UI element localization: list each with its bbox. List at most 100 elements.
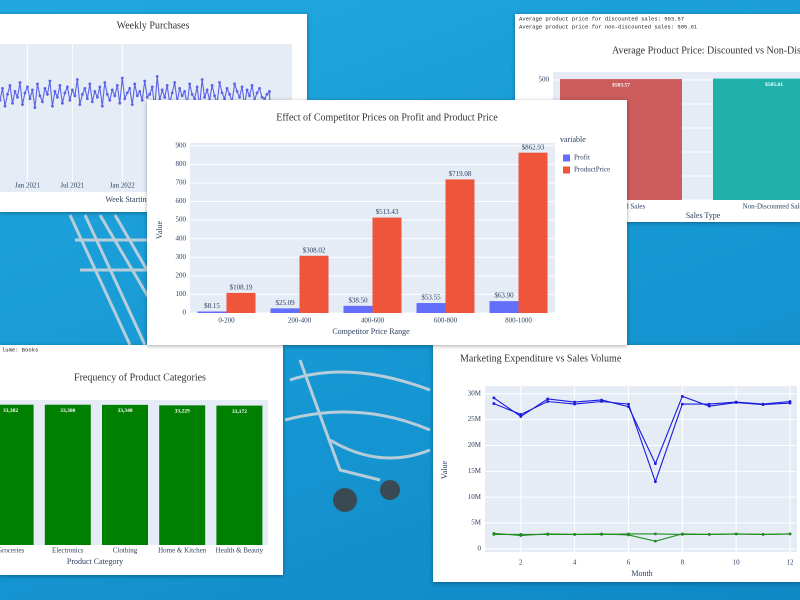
marker <box>761 402 765 406</box>
y-tick-label: 200 <box>176 271 187 279</box>
marker <box>788 400 792 403</box>
x-tick-label: 2 <box>519 559 523 567</box>
marker <box>95 95 99 99</box>
marker <box>260 95 264 99</box>
marker <box>83 87 87 90</box>
marker <box>133 82 137 86</box>
marker <box>33 106 37 110</box>
marker <box>238 95 241 99</box>
y-tick-label: 0 <box>478 545 482 553</box>
marker <box>492 533 496 536</box>
marker <box>178 87 182 90</box>
bar <box>518 152 548 313</box>
x-axis-title: Product Category <box>67 557 123 566</box>
marker <box>654 462 657 465</box>
marker <box>43 87 47 90</box>
marker <box>173 81 177 84</box>
plot-background <box>485 386 797 552</box>
line <box>493 533 791 535</box>
x-axis-title: Month <box>631 569 652 578</box>
marker <box>519 413 523 416</box>
marker <box>240 85 244 89</box>
marker <box>120 76 124 80</box>
marker <box>248 94 251 98</box>
marker <box>519 533 523 536</box>
marker <box>105 92 109 96</box>
marker <box>734 400 738 404</box>
marker <box>734 532 738 536</box>
marker <box>73 94 77 98</box>
marker <box>654 532 657 536</box>
marker <box>245 88 249 92</box>
marker <box>163 95 167 99</box>
data-label: 33,382 <box>3 408 18 414</box>
marker <box>46 92 49 96</box>
data-label: $53.55 <box>421 294 441 302</box>
marker <box>93 89 97 93</box>
chart-title: Weekly Purchases <box>117 20 190 31</box>
marker <box>263 97 266 101</box>
marker <box>80 92 84 96</box>
y-tick-label: 10M <box>468 493 482 501</box>
marker <box>60 101 64 105</box>
x-tick-label: 6 <box>627 559 631 567</box>
marker <box>155 75 159 78</box>
marker <box>123 97 127 101</box>
bar <box>416 303 446 313</box>
data-label: 33,229 <box>175 409 190 415</box>
marker <box>519 415 523 418</box>
marker <box>90 100 94 104</box>
bar <box>44 404 91 545</box>
marker <box>200 78 204 81</box>
marker <box>205 88 209 92</box>
data-label: $505.61 <box>765 81 783 88</box>
marker <box>75 78 79 81</box>
marker <box>707 533 711 536</box>
marker <box>68 98 72 102</box>
y-tick-label: 400 <box>176 234 187 242</box>
marker <box>160 88 164 92</box>
marker <box>108 98 112 102</box>
marker <box>492 396 496 400</box>
y-tick-label: 800 <box>176 160 187 168</box>
x-tick-label: 12 <box>787 559 795 567</box>
chart-title: Effect of Competitor Prices on Profit an… <box>276 112 498 123</box>
marker <box>130 103 134 107</box>
marker <box>223 97 226 101</box>
data-label: $513.43 <box>376 208 399 216</box>
marker <box>143 79 147 83</box>
marker <box>18 81 22 84</box>
marker <box>218 81 221 84</box>
marker <box>113 94 117 98</box>
legend-label: ProductPrice <box>574 166 610 174</box>
marker <box>51 104 54 108</box>
marker <box>70 88 74 92</box>
x-tick-label: 200-400 <box>288 317 312 325</box>
marker <box>38 94 42 98</box>
bar <box>0 404 34 545</box>
marker <box>53 89 57 93</box>
chart-panel: 0 5M 10M 15M 20M 25M 30M 2 4 6 8 10 12 Marketing Expe… <box>433 345 800 582</box>
chart-title: Frequency of Product Categories <box>74 372 206 383</box>
marker <box>600 533 603 536</box>
console-text: lume: Books <box>2 346 38 353</box>
y-tick-label: 300 <box>176 253 187 261</box>
marker <box>258 87 261 90</box>
data-label: $38.50 <box>348 296 368 304</box>
x-tick-label: Clothing <box>113 547 138 555</box>
x-tick-label: 800-1000 <box>505 317 532 325</box>
x-tick-label: Electronics <box>52 547 84 555</box>
y-tick-label: 15M <box>468 467 482 475</box>
marker <box>88 82 92 86</box>
marker <box>573 402 577 406</box>
x-tick-label: 8 <box>681 559 685 567</box>
y-tick-label: 20M <box>468 441 482 449</box>
marker <box>180 94 184 98</box>
marker <box>13 89 17 93</box>
x-tick-label: 0-200 <box>218 317 235 325</box>
data-label: $503.57 <box>612 81 630 88</box>
data-label: 33,172 <box>232 409 247 415</box>
marker <box>627 532 630 536</box>
marker <box>26 85 29 89</box>
